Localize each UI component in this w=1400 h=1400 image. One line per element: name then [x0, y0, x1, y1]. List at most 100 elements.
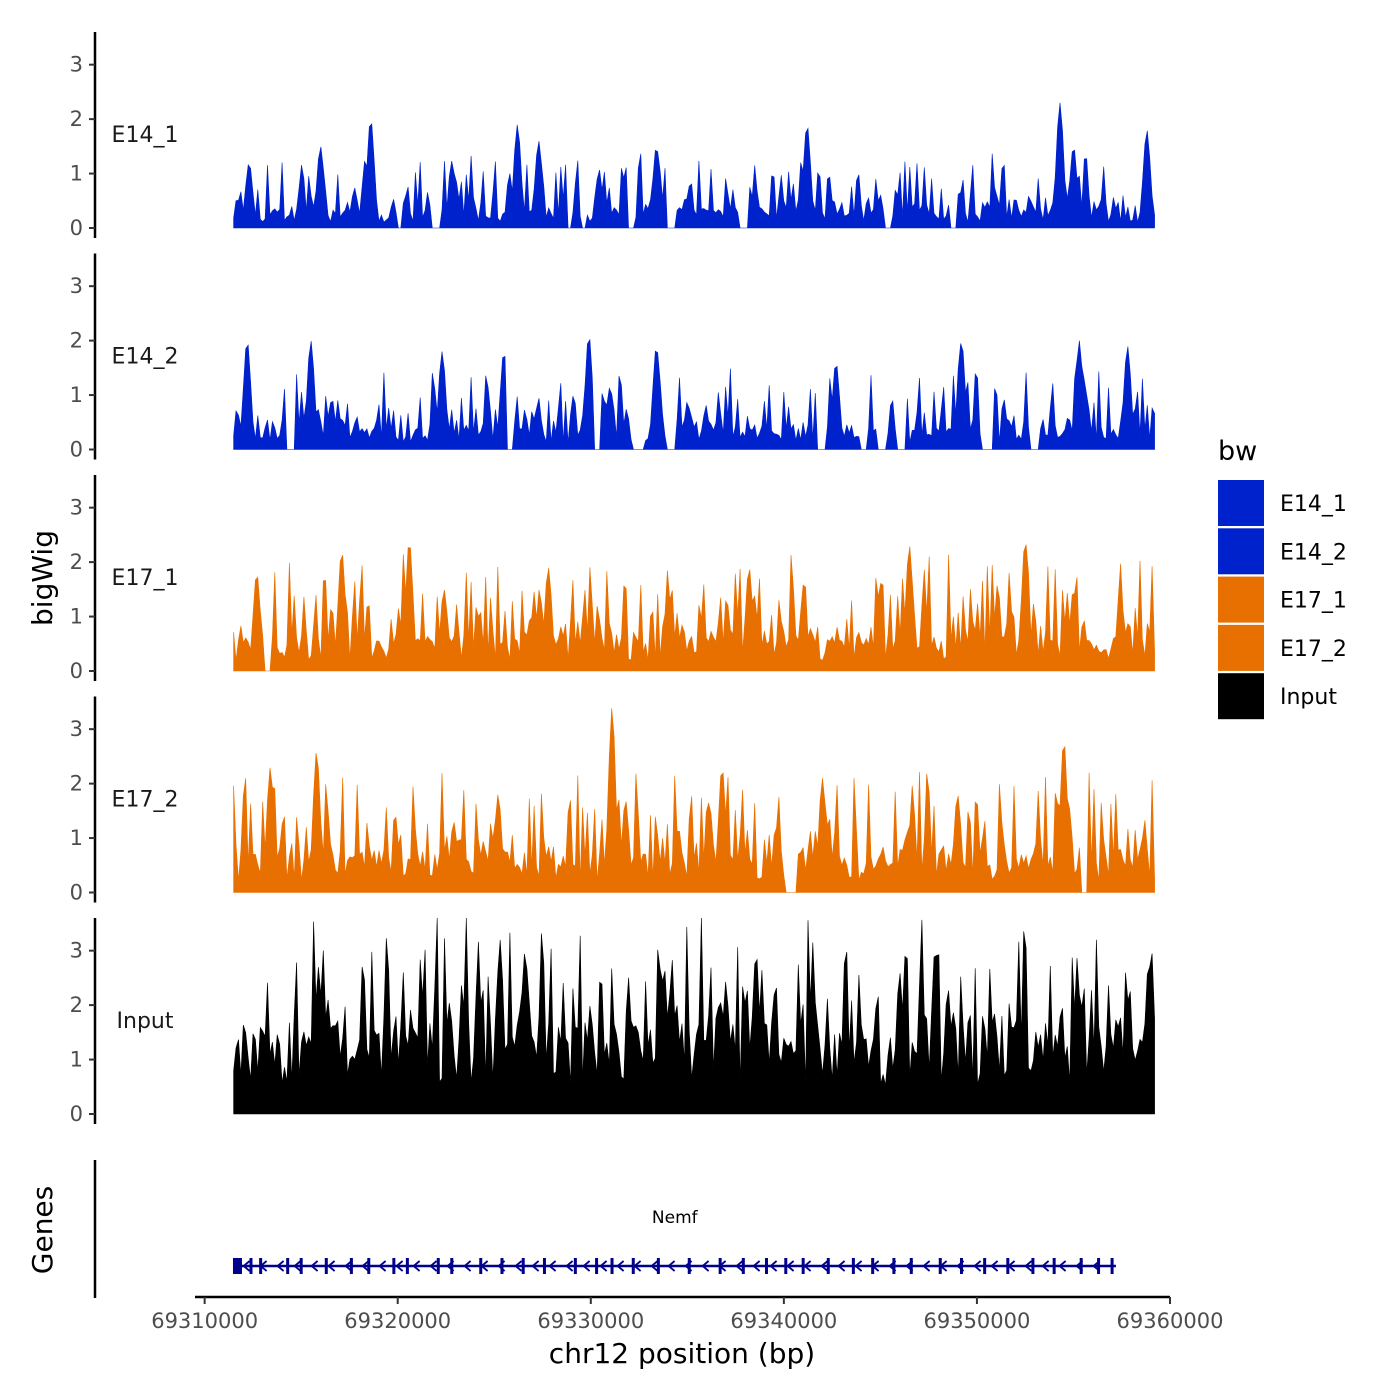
strand-arrow [1024, 1260, 1033, 1272]
y-tick-label: 0 [70, 881, 83, 905]
exon [324, 1258, 328, 1274]
y-tick-label: 2 [70, 993, 83, 1017]
exon [784, 1258, 788, 1274]
exon [349, 1258, 353, 1274]
exon [631, 1258, 635, 1274]
track-e17-1: 0 1 2 3 E17_1 [70, 475, 1155, 683]
strand-arrow [361, 1260, 370, 1272]
track-label: E14_1 [112, 123, 179, 148]
strand-arrow [1058, 1260, 1067, 1272]
strand-arrow [650, 1260, 659, 1272]
strand-arrow [922, 1260, 931, 1272]
legend-label: Input [1280, 685, 1337, 710]
strand-arrow [973, 1260, 982, 1272]
exon [851, 1258, 855, 1274]
x-tick-label: 69330000 [537, 1309, 644, 1333]
strand-arrow [565, 1260, 574, 1272]
y-tick-label: 1 [70, 383, 83, 407]
legend-swatch-e14-1 [1218, 480, 1264, 526]
exon [610, 1258, 614, 1274]
exon [1079, 1258, 1083, 1274]
exon [909, 1258, 913, 1274]
strand-arrow [531, 1260, 540, 1272]
exon [1052, 1258, 1056, 1274]
strand-arrow [820, 1260, 829, 1272]
strand-arrow [990, 1260, 999, 1272]
y-tick-label: 0 [70, 216, 83, 240]
gene-model [93, 1160, 1116, 1298]
x-tick-label: 69350000 [923, 1309, 1030, 1333]
exon [299, 1258, 303, 1274]
strand-arrow [854, 1260, 863, 1272]
y-tick-label: 1 [70, 826, 83, 850]
strand-arrow [412, 1260, 421, 1272]
legend-label: E17_1 [1280, 589, 1347, 614]
gene-label: Nemf [652, 1208, 699, 1228]
x-tick-label: 69310000 [151, 1309, 258, 1333]
strand-arrow [616, 1260, 625, 1272]
genes-track: Genes Nemf [26, 1160, 1116, 1298]
x-axis: 69310000 69320000 69330000 69340000 69350000… [151, 1295, 1223, 1333]
x-tick-label: 69320000 [344, 1309, 451, 1333]
track-e14-1: 0 1 2 3 E14_1 [70, 32, 1155, 240]
y-tick-label: 2 [70, 107, 83, 131]
track-label: E17_1 [112, 566, 179, 591]
legend-label: E17_2 [1280, 637, 1347, 662]
strand-arrow [752, 1260, 761, 1272]
y-tick-label: 3 [70, 496, 83, 520]
legend-swatch-e17-1 [1218, 576, 1264, 623]
y-axis-title: bigWig [26, 530, 59, 626]
strand-arrow [599, 1260, 608, 1272]
legend-swatch-e14-2 [1218, 528, 1264, 575]
y-tick-label: 3 [70, 717, 83, 741]
strand-arrow [310, 1260, 319, 1272]
exon [436, 1258, 440, 1274]
track-label: E17_2 [112, 788, 179, 813]
exon [367, 1258, 371, 1274]
legend-swatch-input [1218, 673, 1264, 720]
y-tick-label: 0 [70, 438, 83, 462]
exon [764, 1258, 768, 1274]
strand-arrow [548, 1260, 557, 1272]
strand-arrow [667, 1260, 676, 1272]
strand-arrow [769, 1260, 778, 1272]
track-e17-2: 0 1 2 3 E17_2 [70, 696, 1155, 905]
exon [500, 1258, 504, 1274]
x-tick-label: 69340000 [730, 1309, 837, 1333]
exon [521, 1258, 525, 1274]
genes-track-title: Genes [26, 1186, 59, 1274]
signal-area-e17-2 [233, 708, 1155, 893]
legend-entries: E14_1 E14_2 E17_1 E17_2 Input [1218, 480, 1347, 720]
exon [871, 1258, 875, 1274]
y-tick-label: 3 [70, 274, 83, 298]
strand-arrow [463, 1260, 472, 1272]
track-label: Input [117, 1009, 174, 1034]
strand-arrow [429, 1260, 438, 1272]
legend-label: E14_2 [1280, 540, 1347, 565]
legend-swatch-e17-2 [1218, 624, 1264, 671]
exon [479, 1258, 483, 1274]
y-tick-label: 2 [70, 329, 83, 353]
exon [405, 1258, 409, 1274]
exon [959, 1258, 963, 1274]
track-label: E14_2 [112, 345, 179, 370]
strand-arrow [344, 1260, 353, 1272]
strand-arrow [327, 1260, 336, 1272]
exon [573, 1258, 577, 1274]
y-tick-label: 0 [70, 1102, 83, 1126]
exon [1031, 1258, 1035, 1274]
legend-title: bw [1218, 436, 1257, 467]
legend-label: E14_1 [1280, 492, 1347, 517]
x-axis-title: chr12 position (bp) [549, 1337, 815, 1370]
y-tick-label: 3 [70, 939, 83, 963]
exon [392, 1258, 396, 1274]
exon [938, 1258, 942, 1274]
exon [718, 1258, 722, 1274]
strand-arrow [701, 1260, 710, 1272]
y-tick-label: 0 [70, 659, 83, 683]
y-tick-label: 2 [70, 550, 83, 574]
y-tick-label: 1 [70, 605, 83, 629]
exon [450, 1258, 454, 1274]
signal-area-e14-1 [233, 102, 1155, 229]
